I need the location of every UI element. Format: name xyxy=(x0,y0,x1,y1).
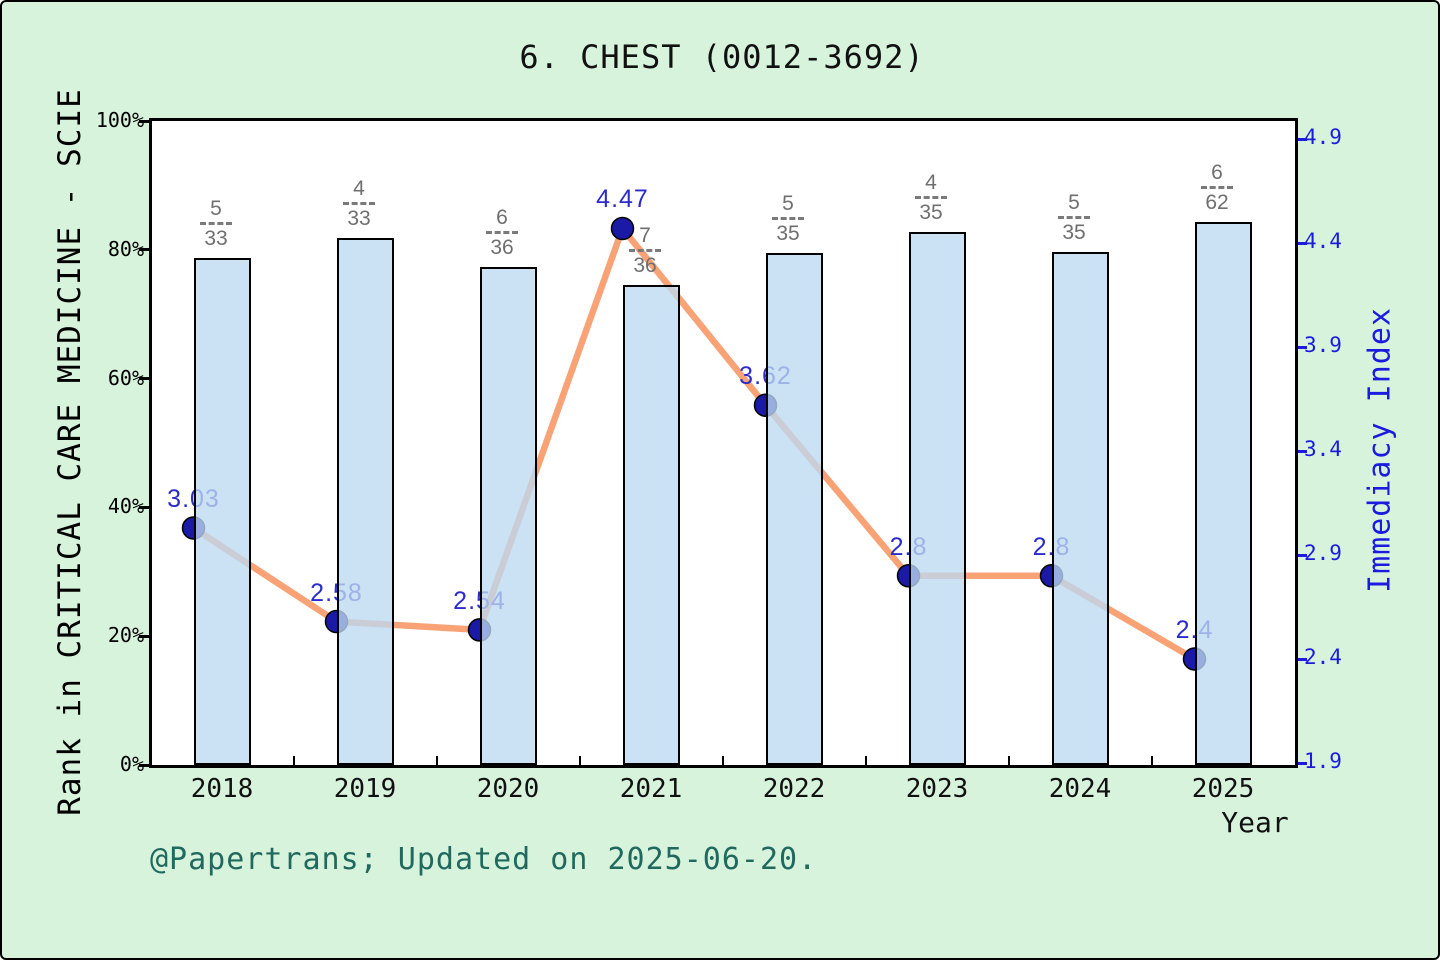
left-tick-label: 0% xyxy=(119,752,144,776)
rank-fraction-2021: 7 36 xyxy=(629,224,661,277)
rank-numerator: 7 xyxy=(639,224,651,248)
rank-denominator: 35 xyxy=(776,222,800,246)
minor-tick xyxy=(435,756,438,765)
right-tick-mark xyxy=(1298,449,1307,453)
minor-tick xyxy=(864,756,867,765)
rank-numerator: 5 xyxy=(782,192,794,216)
immediacy-value-2021: 4.47 xyxy=(596,185,649,214)
left-tick-mark xyxy=(139,248,149,252)
rank-fraction-2022: 5 35 xyxy=(772,192,804,245)
rank-fraction-2018: 5 33 xyxy=(200,197,232,250)
fraction-divider xyxy=(915,195,947,199)
x-tick-label-2019: 2019 xyxy=(333,774,397,804)
x-tick-label-2022: 2022 xyxy=(762,774,826,804)
x-tick-label-2020: 2020 xyxy=(476,774,540,804)
rank-numerator: 6 xyxy=(1211,161,1223,185)
bar-2021 xyxy=(622,285,680,765)
right-tick-mark xyxy=(1298,553,1307,557)
fraction-divider xyxy=(1201,186,1233,190)
rank-fraction-2019: 4 33 xyxy=(343,177,375,230)
rank-denominator: 35 xyxy=(1062,221,1086,245)
rank-fraction-2024: 5 35 xyxy=(1058,191,1090,244)
bar-2018 xyxy=(193,258,251,765)
fraction-divider xyxy=(200,222,232,226)
minor-tick xyxy=(1007,756,1010,765)
rank-fraction-2025: 6 62 xyxy=(1201,161,1233,214)
axis-ticks xyxy=(139,119,1307,767)
rank-denominator: 35 xyxy=(919,200,943,224)
fraction-divider xyxy=(343,202,375,206)
right-tick-mark xyxy=(1298,137,1307,141)
minor-tick xyxy=(721,756,724,765)
bar-2020 xyxy=(479,267,537,765)
x-tick-label-2018: 2018 xyxy=(190,774,254,804)
right-tick-label: 2.4 xyxy=(1304,645,1342,669)
x-tick-label-2023: 2023 xyxy=(905,774,969,804)
rank-denominator: 36 xyxy=(633,254,657,278)
bar-2025 xyxy=(1194,222,1252,765)
rank-fraction-labels: 5 33 4 33 6 36 7 36 5 35 4 35 5 35 6 62 xyxy=(152,121,1295,765)
minor-tick xyxy=(1150,756,1153,765)
minor-tick xyxy=(292,756,295,765)
rank-bars xyxy=(152,121,1295,765)
rank-denominator: 62 xyxy=(1205,191,1229,215)
bar-2019 xyxy=(336,238,394,765)
right-tick-label: 3.4 xyxy=(1304,437,1342,461)
left-axis-label: Rank in CRITICAL CARE MEDICINE - SCIE xyxy=(52,88,88,816)
line-marker-2021 xyxy=(610,216,635,241)
fraction-divider xyxy=(629,249,661,253)
right-tick-label: 2.9 xyxy=(1304,541,1342,565)
bar-2022 xyxy=(765,253,823,765)
left-tick-label: 60% xyxy=(107,365,144,390)
rank-numerator: 4 xyxy=(353,177,365,201)
left-tick-mark xyxy=(139,119,149,123)
right-tick-mark xyxy=(1298,241,1307,245)
watermark-footer: @Papertrans; Updated on 2025-06-20. xyxy=(150,842,818,877)
rank-numerator: 6 xyxy=(496,206,508,230)
right-tick-label: 4.4 xyxy=(1304,229,1342,253)
fraction-divider xyxy=(1058,216,1090,220)
rank-denominator: 36 xyxy=(490,236,514,260)
right-tick-label: 4.9 xyxy=(1304,125,1342,149)
fraction-divider xyxy=(772,217,804,221)
rank-numerator: 5 xyxy=(210,197,222,221)
rank-denominator: 33 xyxy=(347,207,371,231)
left-tick-mark xyxy=(139,377,149,381)
left-tick-label: 40% xyxy=(107,494,144,519)
fraction-divider xyxy=(486,231,518,235)
right-tick-mark xyxy=(1298,761,1307,765)
rank-numerator: 5 xyxy=(1068,191,1080,215)
right-tick-mark xyxy=(1298,345,1307,349)
x-axis-title: Year xyxy=(1221,806,1289,839)
right-tick-mark xyxy=(1298,657,1307,661)
x-tick-label-2025: 2025 xyxy=(1191,774,1255,804)
bar-2023 xyxy=(908,231,966,765)
left-tick-mark xyxy=(139,763,149,767)
left-tick-mark xyxy=(139,634,149,638)
x-tick-label-2024: 2024 xyxy=(1048,774,1112,804)
rank-denominator: 33 xyxy=(204,227,228,251)
left-tick-label: 80% xyxy=(107,236,144,261)
right-axis-label: Immediacy Index xyxy=(1362,307,1398,593)
chart-title: 6. CHEST (0012-3692) xyxy=(519,38,925,76)
left-tick-label: 100% xyxy=(95,108,144,132)
right-tick-label: 1.9 xyxy=(1304,749,1342,773)
rank-numerator: 4 xyxy=(925,170,937,194)
x-tick-label-2021: 2021 xyxy=(619,774,683,804)
rank-fraction-2020: 6 36 xyxy=(486,206,518,259)
minor-tick xyxy=(578,756,581,765)
left-tick-mark xyxy=(139,505,149,509)
left-tick-label: 20% xyxy=(107,623,144,648)
rank-fraction-2023: 4 35 xyxy=(915,171,947,224)
right-tick-label: 3.9 xyxy=(1304,333,1342,357)
bar-2024 xyxy=(1051,252,1109,765)
